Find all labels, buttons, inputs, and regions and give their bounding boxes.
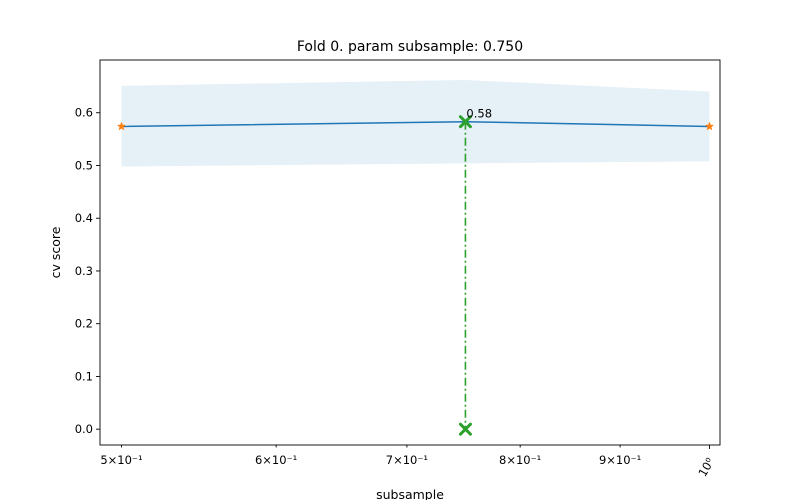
best-value-baseline-marker xyxy=(458,422,472,436)
best-value-baseline-marker-stroke xyxy=(458,422,472,436)
plot-area: 0.58 xyxy=(116,80,715,436)
y-tick-label: 0.5 xyxy=(75,158,93,172)
y-axis-label: cv score xyxy=(48,226,63,278)
y-tick-label: 0.2 xyxy=(75,317,93,331)
y-tick-label: 0.3 xyxy=(75,264,93,278)
data-point-marker xyxy=(116,121,127,131)
axes-frame xyxy=(99,59,721,446)
y-tick-label: 0.1 xyxy=(75,369,93,383)
x-tick-label: 8×10⁻¹ xyxy=(499,453,541,467)
data-point-marker xyxy=(704,121,715,131)
best-value-marker-stroke xyxy=(458,115,472,129)
x-axis-label: subsample xyxy=(376,487,444,500)
x-tick-label: 9×10⁻¹ xyxy=(599,453,641,467)
x-tick-label: 7×10⁻¹ xyxy=(386,453,428,467)
confidence-band xyxy=(121,80,710,167)
y-tick-label: 0.4 xyxy=(75,211,93,225)
x-tick-label: 5×10⁻¹ xyxy=(100,453,142,467)
best-value-marker xyxy=(458,115,472,129)
x-tick-label: 6×10⁻¹ xyxy=(255,453,297,467)
y-tick-label: 0.6 xyxy=(75,106,93,120)
chart-title: Fold 0. param subsample: 0.750 xyxy=(297,39,523,55)
y-tick-label: 0.0 xyxy=(75,422,93,436)
axes: 0.0 0.1 0.2 0.3 0.4 0.5 0.6 5×10⁻¹ 6×10⁻¹ 7×10⁻¹ 8… xyxy=(75,106,718,479)
best-value-annotation: 0.58 xyxy=(466,107,492,121)
